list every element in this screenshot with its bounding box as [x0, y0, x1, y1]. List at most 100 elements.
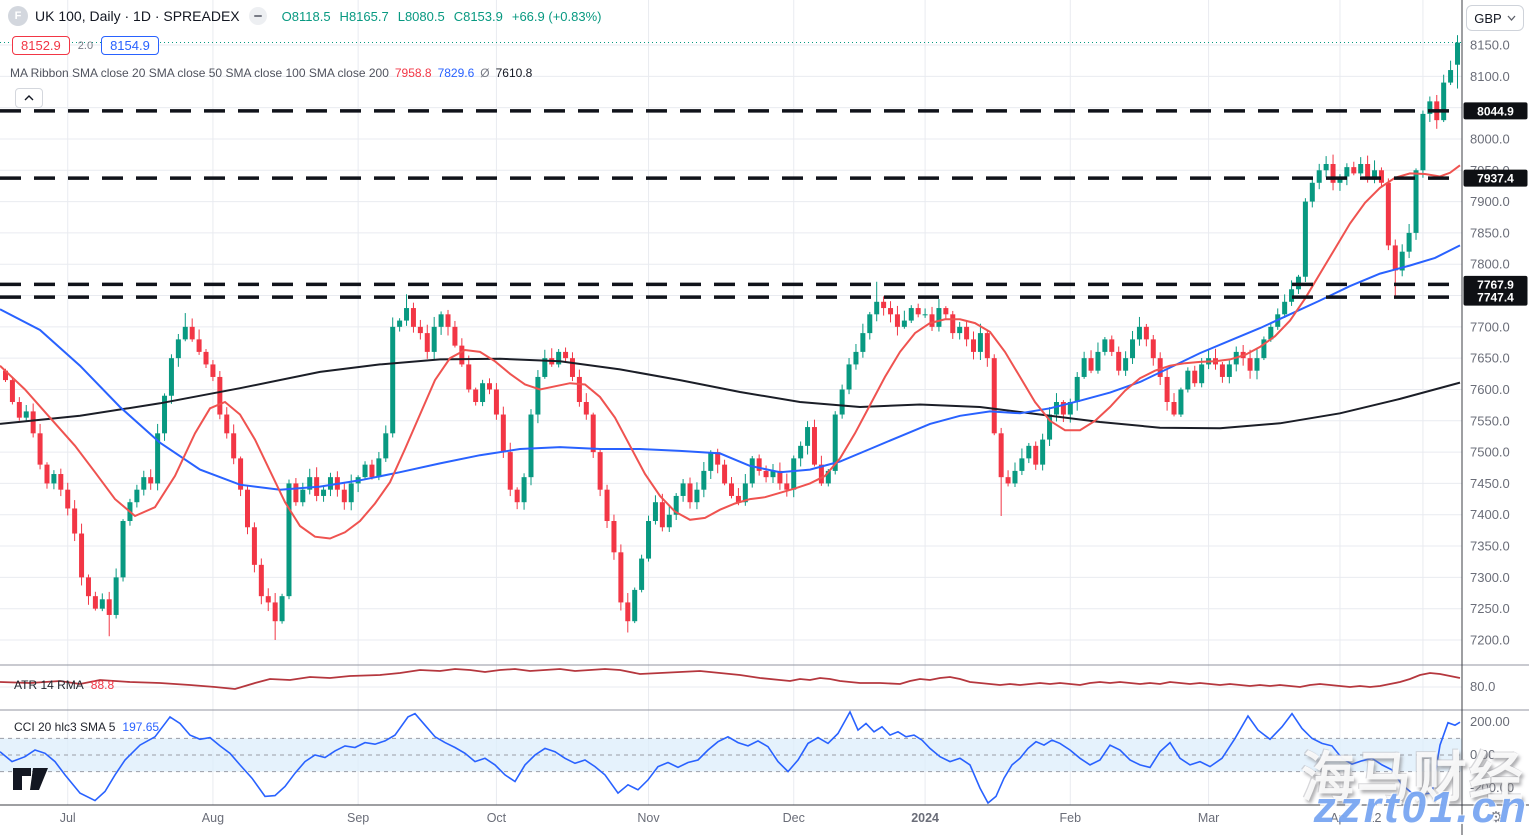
atr-line	[0, 668, 1461, 690]
candle-body	[148, 477, 154, 484]
candle-body	[756, 458, 762, 471]
atr-indicator-legend[interactable]: ATR 14 RMA 88.8	[14, 678, 114, 692]
collapse-legend-icon[interactable]	[248, 7, 267, 25]
candle-body	[196, 339, 202, 352]
candle-body	[500, 414, 506, 453]
candle-body	[175, 339, 181, 359]
symbol-legend[interactable]: F UK 100, Daily · 1D · SPREADEX O8118.5 …	[8, 6, 601, 26]
atr-label[interactable]: ATR 14 RMA	[14, 678, 84, 692]
candle-body	[1102, 339, 1108, 352]
price-axis-label: 7800.0	[1470, 257, 1510, 272]
candle-body	[1067, 402, 1073, 415]
candle-body	[991, 358, 997, 434]
candle-body	[1081, 358, 1087, 377]
candle-body	[1261, 339, 1267, 359]
price-axis-label: 8100.0	[1470, 69, 1510, 84]
symbol-title[interactable]: UK 100, Daily · 1D · SPREADEX	[35, 8, 240, 24]
ma-ribbon-label[interactable]: MA Ribbon SMA close 20 SMA close 50 SMA …	[10, 66, 389, 80]
price-axis-label: 7400.0	[1470, 507, 1510, 522]
candle-body	[874, 301, 880, 315]
level-label-text: 8044.9	[1477, 104, 1514, 118]
candle-body	[1116, 351, 1122, 371]
candle-body	[1143, 326, 1149, 340]
candle-body	[168, 358, 174, 396]
candle-body	[1316, 170, 1322, 183]
candle-body	[1199, 364, 1205, 384]
candle-body	[528, 414, 534, 478]
candle-body	[977, 333, 983, 352]
candle-body	[563, 351, 569, 359]
horizontal-level-lines[interactable]	[0, 109, 1462, 299]
candle-body	[832, 414, 838, 471]
candle-body	[37, 433, 43, 465]
sma20-value: 7958.8	[394, 66, 432, 80]
axis-settings-button[interactable]: ⚙	[1486, 807, 1506, 827]
moving-averages	[0, 164, 1461, 540]
candle-body	[998, 433, 1004, 478]
candle-body	[908, 308, 914, 321]
candle-body	[300, 489, 306, 503]
currency-dropdown[interactable]: GBP	[1466, 5, 1524, 31]
candle-body	[410, 308, 416, 327]
candle-body	[632, 589, 638, 622]
candle-body	[542, 358, 548, 377]
candle-body	[1012, 470, 1018, 484]
candle-body	[23, 411, 29, 418]
collapse-pane-button[interactable]	[15, 88, 43, 108]
candle-body	[1302, 201, 1308, 277]
candle-body	[971, 339, 977, 352]
candle-body	[85, 577, 91, 597]
candle-body	[556, 351, 562, 365]
candle-body	[72, 508, 78, 534]
currency-label: GBP	[1474, 10, 1502, 26]
candle-body	[825, 470, 831, 484]
cci-indicator-legend[interactable]: CCI 20 hlc3 SMA 5 197.65	[14, 720, 159, 734]
candle-body	[327, 477, 333, 490]
candle-body	[715, 452, 721, 465]
candlesticks	[3, 35, 1461, 641]
candle-body	[950, 314, 956, 334]
cci-band	[0, 737, 1462, 773]
candle-body	[881, 301, 887, 309]
candle-body	[659, 502, 665, 528]
candle-body	[265, 596, 271, 603]
price-axis-label: 8150.0	[1470, 38, 1510, 53]
chevron-up-icon	[24, 95, 34, 101]
tradingview-logo[interactable]	[13, 768, 49, 797]
candle-body	[666, 514, 672, 528]
cci-label[interactable]: CCI 20 hlc3 SMA 5	[14, 720, 116, 734]
time-axis-label: Apr	[1330, 811, 1349, 825]
candle-body	[210, 364, 216, 377]
ma-ribbon-legend[interactable]: MA Ribbon SMA close 20 SMA close 50 SMA …	[10, 66, 532, 80]
candle-body	[1420, 113, 1426, 171]
level-label-box	[1463, 102, 1528, 120]
candle-body	[811, 427, 817, 465]
bid-price-button[interactable]: 8152.9	[12, 36, 70, 55]
time-axis-label: Nov	[637, 811, 660, 825]
ask-price-button[interactable]: 8154.9	[101, 36, 159, 55]
candle-body	[251, 527, 257, 565]
candle-body	[1247, 358, 1253, 371]
candle-body	[341, 489, 347, 503]
candle-body	[238, 458, 244, 490]
time-axis[interactable]: Jul Aug Sep Oct Nov Dec 2024 Feb Mar Apr 22	[60, 811, 1382, 825]
atr-axis-label: 80.0	[1470, 679, 1495, 694]
candle-body	[79, 533, 85, 578]
candle-body	[742, 483, 748, 503]
sma200-line	[0, 357, 1461, 430]
candle-body	[51, 474, 57, 484]
candle-body	[936, 308, 942, 327]
bid-ask-row: 8152.9 2.0 8154.9	[12, 36, 159, 55]
candle-body	[694, 489, 700, 503]
candle-body	[915, 308, 921, 315]
candle-body	[1406, 232, 1412, 252]
candle-body	[9, 380, 15, 403]
minus-icon	[253, 15, 262, 17]
price-axis[interactable]: 8150.08100.08050.08000.07950.07900.07850…	[1470, 38, 1514, 796]
time-axis-label: Aug	[202, 811, 224, 825]
candle-body	[217, 376, 223, 415]
price-axis-label: 7200.0	[1470, 633, 1510, 648]
